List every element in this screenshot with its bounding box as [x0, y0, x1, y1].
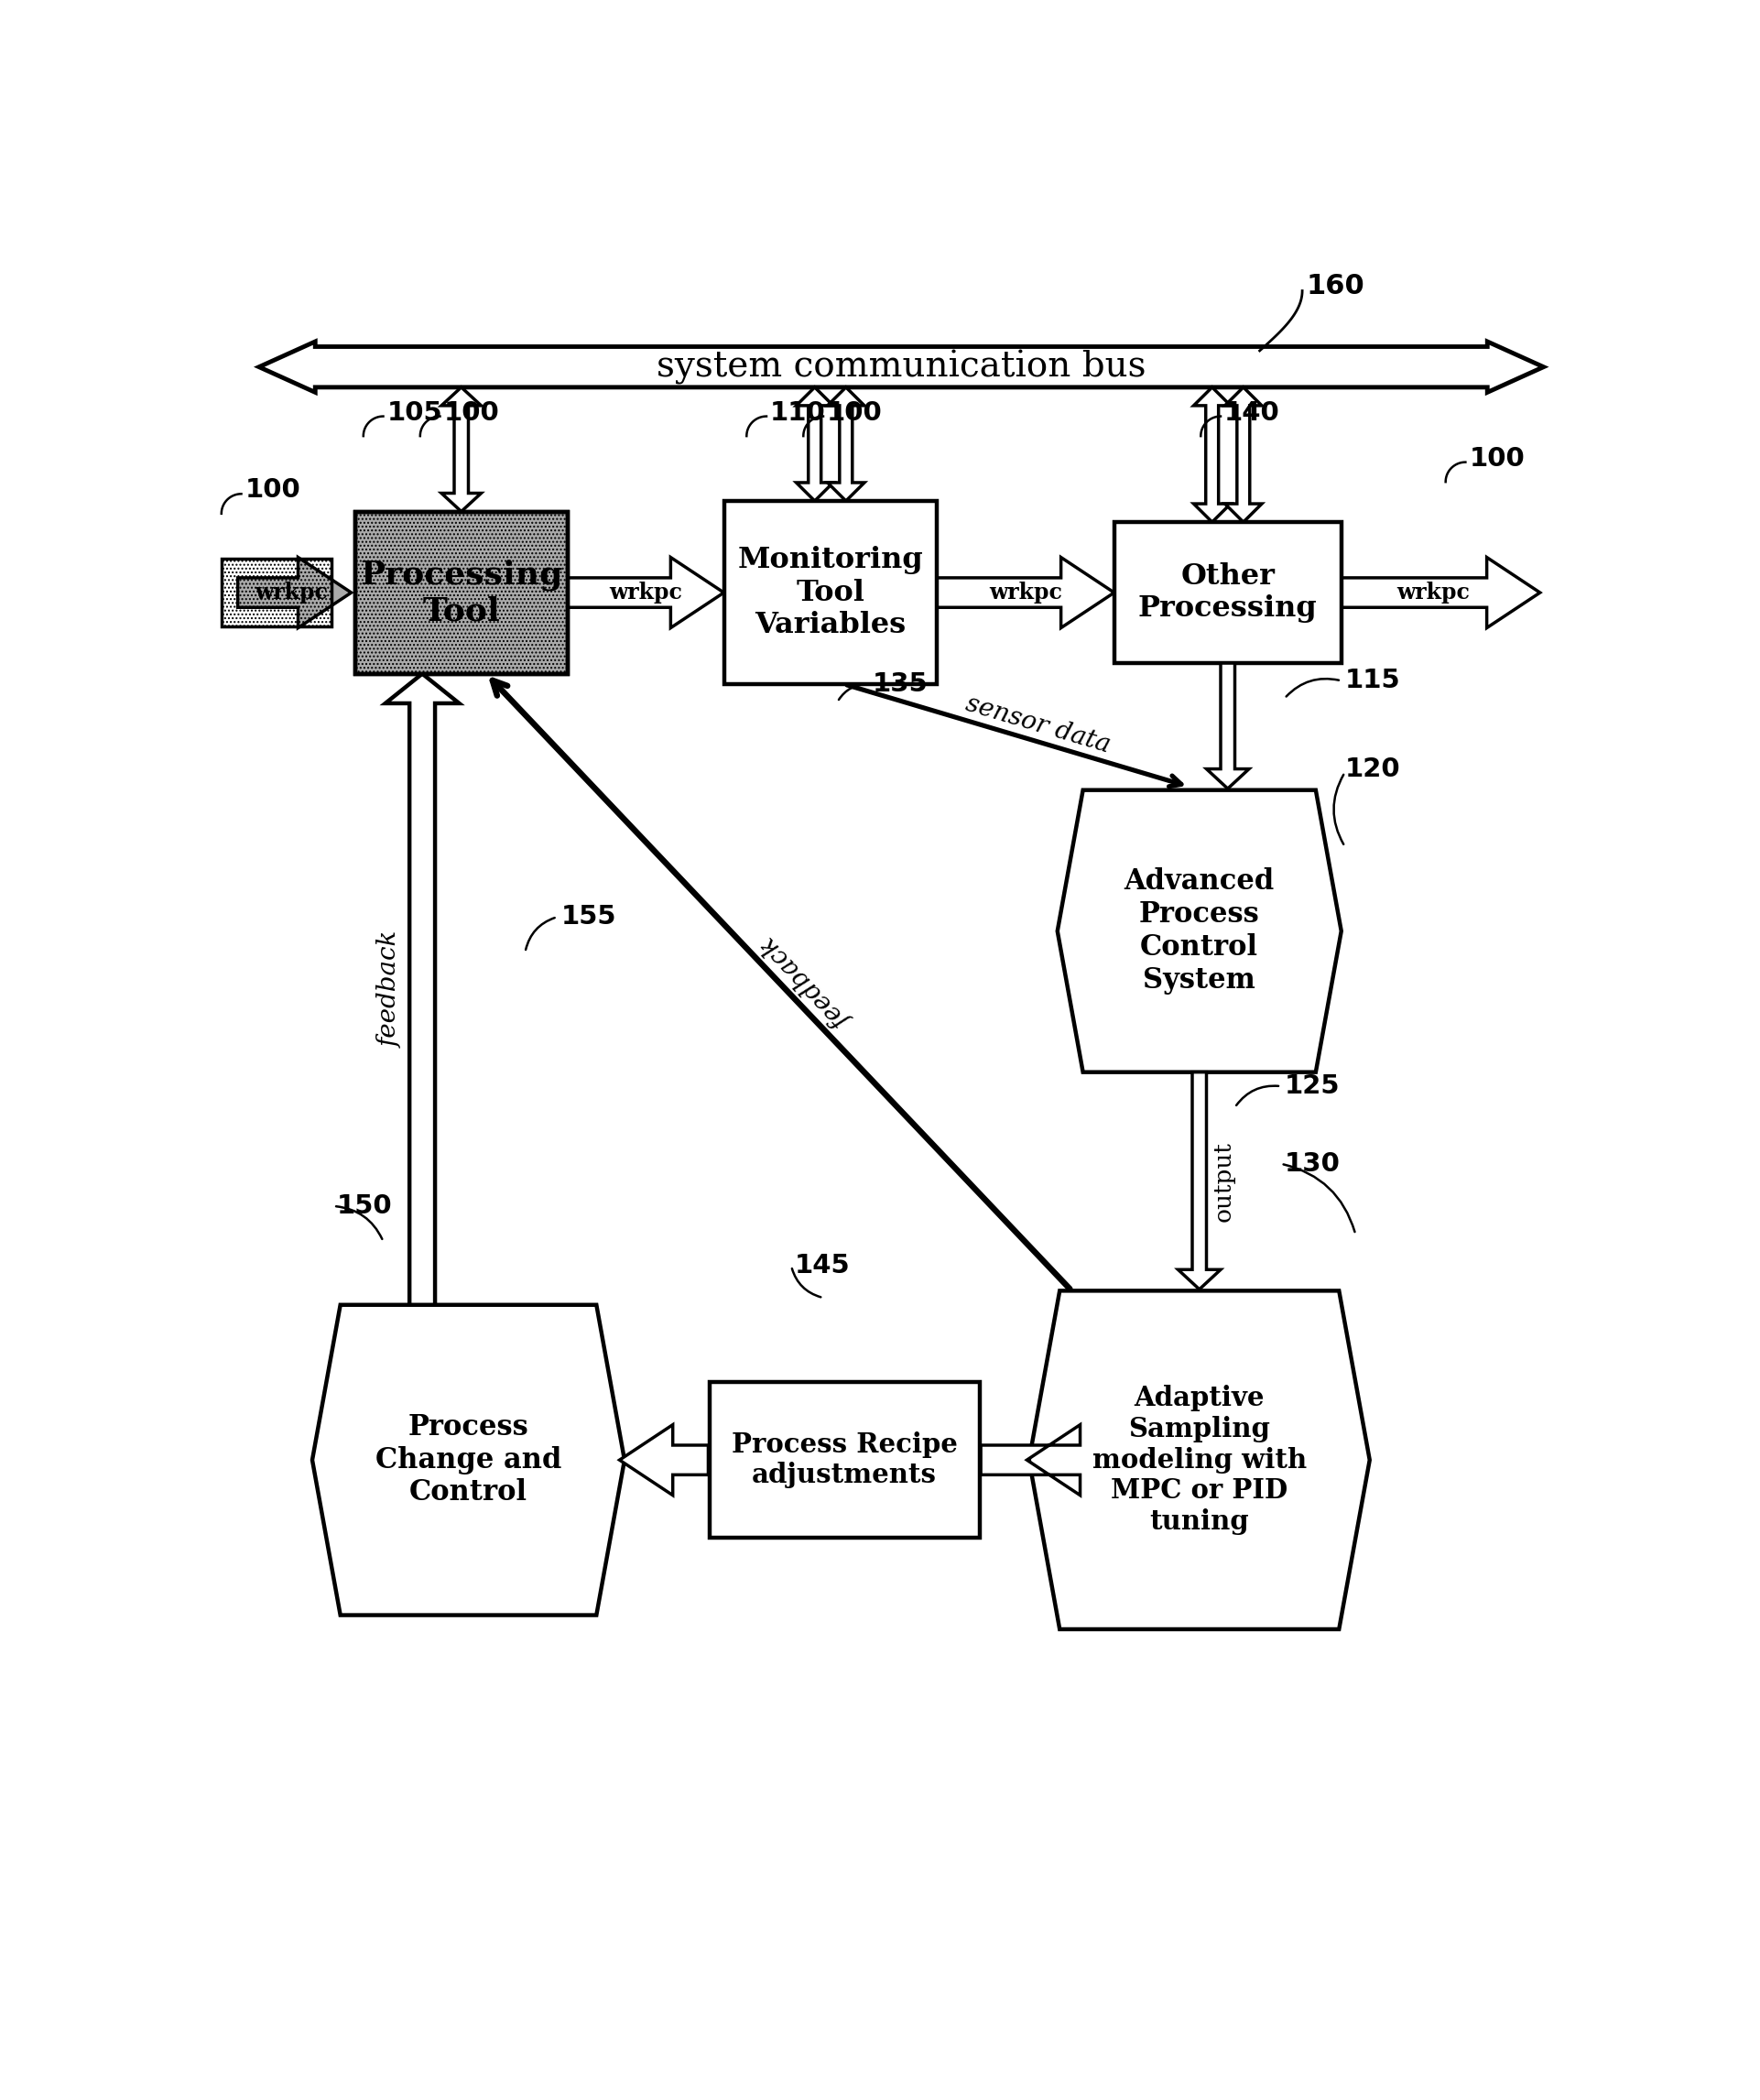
Text: feedback: feedback — [378, 930, 403, 1048]
Text: 115: 115 — [1345, 668, 1401, 693]
Text: 110: 110 — [771, 399, 825, 426]
Text: Other
Processing: Other Processing — [1139, 563, 1318, 624]
Polygon shape — [1193, 386, 1230, 523]
Text: wrkpc: wrkpc — [609, 582, 683, 603]
Polygon shape — [980, 1424, 1081, 1495]
Polygon shape — [1341, 556, 1540, 628]
Polygon shape — [827, 386, 864, 502]
Polygon shape — [1177, 1073, 1221, 1289]
Text: system communication bus: system communication bus — [656, 349, 1146, 384]
FancyBboxPatch shape — [709, 1382, 979, 1537]
Polygon shape — [1206, 664, 1250, 790]
Text: 120: 120 — [1345, 756, 1401, 781]
Text: feedback: feedback — [759, 930, 857, 1033]
Text: 105: 105 — [387, 399, 442, 426]
Polygon shape — [620, 1424, 708, 1495]
Text: Monitoring
Tool
Variables: Monitoring Tool Variables — [737, 546, 924, 640]
Text: 100: 100 — [245, 477, 301, 504]
Text: 155: 155 — [561, 905, 616, 930]
Text: 100: 100 — [444, 399, 500, 426]
Text: Adaptive
Sampling
modeling with
MPC or PID
tuning: Adaptive Sampling modeling with MPC or P… — [1093, 1386, 1306, 1535]
Text: sensor data: sensor data — [963, 691, 1112, 758]
FancyBboxPatch shape — [723, 502, 936, 685]
Text: 100: 100 — [1470, 445, 1524, 470]
Text: output: output — [1213, 1140, 1236, 1222]
Polygon shape — [796, 386, 832, 502]
Text: wrkpc: wrkpc — [1397, 582, 1470, 603]
Polygon shape — [312, 1304, 625, 1615]
Polygon shape — [1225, 386, 1262, 523]
Polygon shape — [936, 556, 1114, 628]
Text: Process
Change and
Control: Process Change and Control — [375, 1413, 561, 1508]
Text: 160: 160 — [1306, 273, 1364, 298]
Text: Processing
Tool: Processing Tool — [361, 559, 563, 626]
Text: 125: 125 — [1285, 1073, 1339, 1098]
Text: Advanced
Process
Control
System: Advanced Process Control System — [1125, 867, 1274, 995]
Polygon shape — [568, 556, 723, 628]
Text: 140: 140 — [1225, 399, 1280, 426]
Polygon shape — [385, 674, 459, 1304]
Polygon shape — [259, 342, 1544, 393]
Text: Process Recipe
adjustments: Process Recipe adjustments — [732, 1432, 957, 1489]
Text: 100: 100 — [827, 399, 882, 426]
Text: wrkpc: wrkpc — [989, 582, 1061, 603]
Polygon shape — [1030, 1292, 1369, 1630]
Text: 150: 150 — [338, 1193, 392, 1218]
Polygon shape — [442, 386, 480, 512]
Polygon shape — [238, 556, 352, 628]
Text: 145: 145 — [796, 1254, 850, 1279]
Text: 130: 130 — [1285, 1151, 1341, 1176]
Polygon shape — [1058, 790, 1341, 1073]
Text: wrkpc: wrkpc — [255, 582, 327, 603]
FancyBboxPatch shape — [1114, 523, 1341, 664]
Text: 135: 135 — [873, 672, 929, 697]
FancyBboxPatch shape — [356, 512, 568, 674]
